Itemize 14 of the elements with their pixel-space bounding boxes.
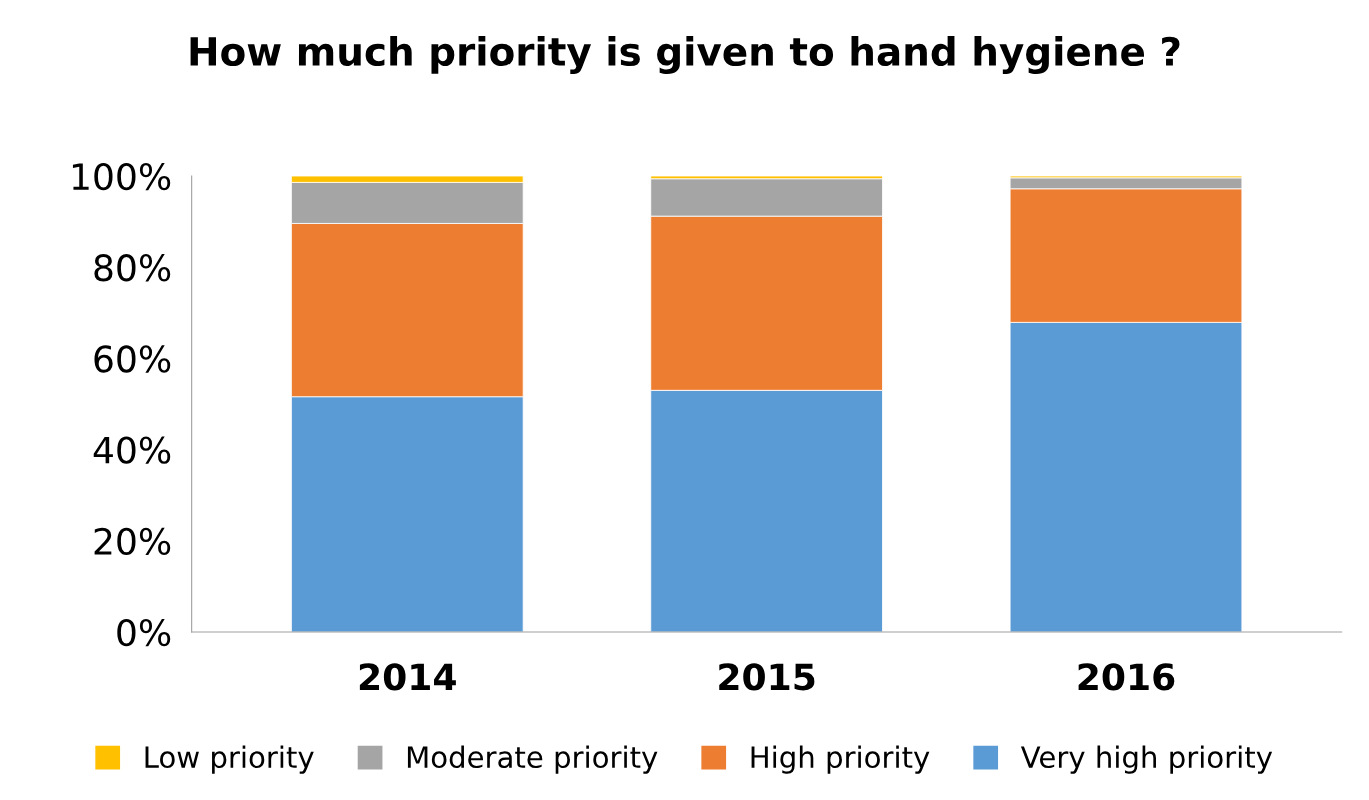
x-tick-label: 2014: [359, 663, 456, 691]
y-tick-label: 100%: [72, 162, 171, 191]
legend-label: Very high priority: [1020, 745, 1273, 774]
legend-label: Moderate priority: [407, 745, 658, 774]
y-tick-label: 40%: [93, 436, 171, 464]
legend-label: Low priority: [145, 745, 314, 774]
x-tick-label: 2015: [719, 663, 815, 691]
y-tick-label: 20%: [94, 527, 171, 556]
y-tick-label: 60%: [94, 345, 171, 373]
y-tick-label: 0%: [117, 618, 171, 647]
chart-title: How much priority is given to hand hygiene ?: [190, 36, 1180, 74]
y-tick-label: 80%: [94, 254, 171, 282]
x-tick-label: 2016: [1078, 663, 1175, 691]
legend-label: High priority: [751, 745, 930, 774]
